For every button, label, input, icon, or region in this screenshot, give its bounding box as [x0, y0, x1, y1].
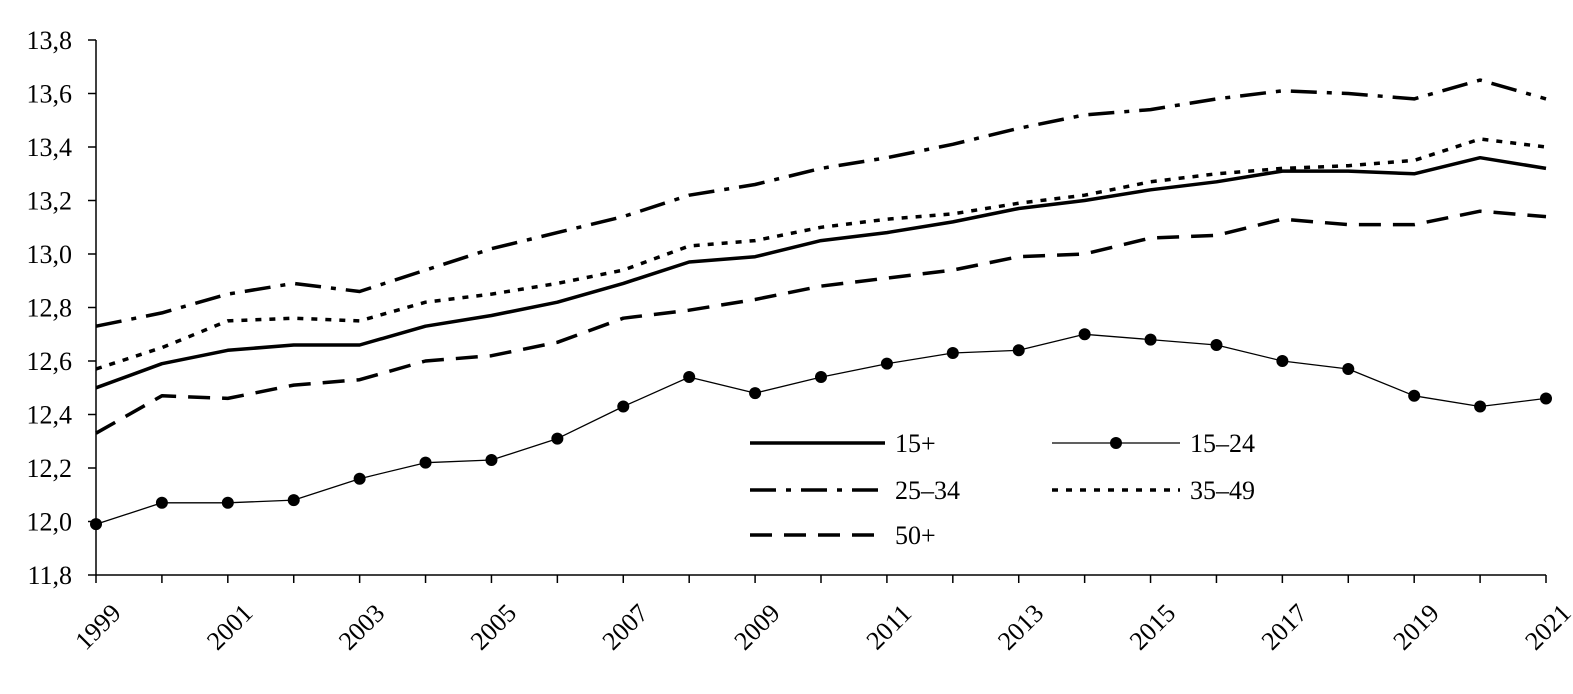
- legend-label-5: 50+: [895, 521, 936, 550]
- legend-label-4: 35–49: [1190, 476, 1255, 505]
- x-tick-label: 2001: [201, 598, 258, 655]
- x-tick-label: 2021: [1519, 598, 1573, 655]
- series-line-1: [95, 155, 1547, 390]
- x-tick-label: 2013: [992, 598, 1049, 655]
- legend: 15+ 15–24 25–34 35–49 50+: [750, 429, 1255, 550]
- y-tick-label: 12,8: [27, 294, 73, 323]
- legend-label-1: 15+: [895, 429, 936, 458]
- axes: 11,8 12,0 12,2 12,4 12,6 12,8 13,0 13,2 13,4 13,6…: [27, 26, 1573, 656]
- data-point-marker: [1474, 400, 1487, 413]
- y-tick-label: 11,8: [27, 561, 72, 590]
- series-line-3: [95, 78, 1547, 328]
- data-point-marker: [683, 371, 696, 384]
- y-tick-label: 13,8: [27, 26, 73, 55]
- data-point-marker: [1210, 338, 1223, 351]
- data-point-marker: [946, 346, 959, 359]
- y-tick-label: 12,0: [27, 508, 73, 537]
- data-point-marker: [617, 400, 630, 413]
- data-point-marker: [287, 494, 300, 507]
- x-tick-label: 2015: [1124, 598, 1181, 655]
- data-point-marker: [1078, 328, 1091, 341]
- data-point-marker: [419, 456, 432, 469]
- series-line-2: [95, 333, 1547, 525]
- legend-label-2: 15–24: [1190, 429, 1255, 458]
- x-tick-label: 2011: [861, 599, 918, 656]
- data-point-marker: [155, 496, 168, 509]
- data-point-marker: [1342, 363, 1355, 376]
- legend-label-3: 25–34: [895, 476, 960, 505]
- x-tick-label: 2019: [1388, 598, 1445, 655]
- x-tick-label: 2017: [1256, 598, 1313, 655]
- y-tick-label: 12,2: [27, 454, 73, 483]
- y-tick-label: 13,2: [27, 187, 73, 216]
- data-point-marker: [1540, 392, 1552, 405]
- x-tick-label: 2005: [465, 598, 522, 655]
- data-point-marker: [353, 472, 366, 485]
- x-tick-label: 2007: [597, 598, 654, 655]
- y-tick-label: 12,4: [27, 401, 73, 430]
- series-line-5: [95, 209, 1547, 435]
- x-tick-label: 2009: [728, 598, 785, 655]
- data-point-marker: [221, 496, 234, 509]
- y-tick-label: 13,0: [27, 240, 73, 269]
- data-point-marker: [1144, 333, 1157, 346]
- x-tick-label: 2003: [333, 598, 390, 655]
- data-point-marker: [749, 387, 762, 400]
- data-point-marker: [1408, 389, 1421, 402]
- series-line-4: [95, 137, 1547, 371]
- data-point-marker: [1276, 355, 1289, 367]
- data-point-marker: [880, 357, 893, 370]
- data-point-marker: [815, 371, 827, 384]
- legend-marker: [1110, 437, 1122, 449]
- data-point-marker: [90, 518, 102, 531]
- data-point-marker: [485, 453, 498, 466]
- data-point-marker: [551, 432, 564, 445]
- y-tick-label: 12,6: [27, 347, 73, 376]
- data-point-marker: [1012, 344, 1025, 357]
- series-layer: [90, 78, 1552, 531]
- y-tick-label: 13,6: [27, 80, 73, 109]
- x-tick-label: 1999: [69, 598, 126, 655]
- y-tick-label: 13,4: [27, 133, 73, 162]
